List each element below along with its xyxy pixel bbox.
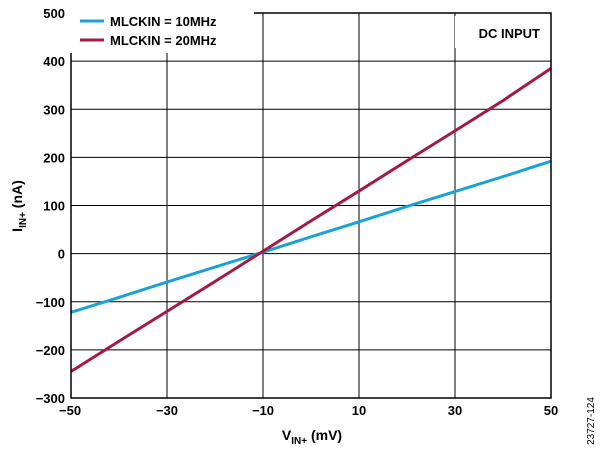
y-tick-label: 200 bbox=[43, 150, 65, 165]
legend-background bbox=[70, 11, 254, 53]
x-axis-title-subscript: IN+ bbox=[291, 436, 307, 447]
y-tick-label: −100 bbox=[36, 295, 65, 310]
y-tick-label: 500 bbox=[43, 6, 65, 21]
legend: MLCKIN = 10MHz MLCKIN = 20MHz bbox=[70, 11, 254, 53]
series-line-1 bbox=[70, 159, 552, 314]
tick-labels: −50 −30 −10 10 30 50 500 400 300 200 100 0 −100 −200 −… bbox=[36, 6, 559, 418]
annotation-dc-input: DC INPUT bbox=[479, 26, 540, 41]
y-tick-label: −200 bbox=[36, 343, 65, 358]
figure-id: 23727-124 bbox=[586, 397, 597, 445]
y-tick-label: 0 bbox=[58, 247, 65, 262]
y-tick-label: 100 bbox=[43, 199, 65, 214]
x-tick-label: 10 bbox=[352, 403, 366, 418]
legend-label-20mhz: MLCKIN = 20MHz bbox=[110, 33, 217, 48]
legend-label-10mhz: MLCKIN = 10MHz bbox=[110, 14, 217, 29]
y-axis-title: IIN+ (nA) bbox=[9, 180, 29, 232]
plot-frame bbox=[70, 12, 552, 399]
y-axis-title-main: I bbox=[9, 228, 25, 232]
annotation-background bbox=[455, 16, 547, 48]
y-axis-title-subscript: IN+ bbox=[18, 212, 29, 228]
x-tick-label: −10 bbox=[252, 403, 274, 418]
annotation-box: DC INPUT bbox=[455, 16, 547, 48]
x-axis-title-main: V bbox=[282, 427, 292, 443]
y-tick-label: 400 bbox=[43, 54, 65, 69]
grid bbox=[70, 12, 552, 399]
x-tick-label: 50 bbox=[544, 403, 558, 418]
y-tick-label: 300 bbox=[43, 102, 65, 117]
x-axis-title-unit: (mV) bbox=[307, 427, 342, 443]
x-axis-title: VIN+ (mV) bbox=[282, 427, 342, 447]
y-tick-label: −300 bbox=[36, 391, 65, 406]
y-axis-title-unit: (nA) bbox=[9, 180, 25, 212]
x-tick-label: −50 bbox=[59, 403, 81, 418]
x-tick-label: −30 bbox=[156, 403, 178, 418]
series-line-2 bbox=[70, 67, 552, 373]
series-lines bbox=[70, 67, 552, 373]
x-tick-label: 30 bbox=[448, 403, 462, 418]
